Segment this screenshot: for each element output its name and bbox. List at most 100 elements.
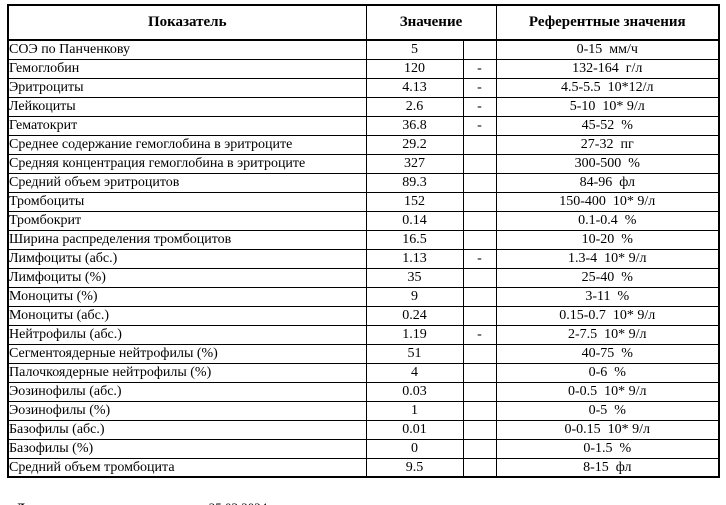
value-cell: 51 (365, 343, 464, 364)
value-cell: 327 (365, 153, 464, 174)
reference-cell: 2-7.5 10* 9/л (495, 324, 720, 345)
indicator-cell: Тромбоциты (7, 191, 367, 212)
value-cell: 0 (365, 438, 464, 459)
table-row: Моноциты (абс.) 0.24 0.15-0.7 10* 9/л (7, 305, 720, 326)
indicator-cell: Средняя концентрация гемоглобина в эритр… (7, 153, 367, 174)
flag-cell (462, 343, 497, 364)
header-row: Показатель Значение Референтные значения (7, 4, 720, 41)
reference-cell: 132-164 г/л (495, 58, 720, 79)
indicator-cell: Эозинофилы (абс.) (7, 381, 367, 402)
reference-cell: 40-75 % (495, 343, 720, 364)
reference-cell: 0-1.5 % (495, 438, 720, 459)
flag-cell (462, 210, 497, 231)
table-row: Базофилы (абс.) 0.01 0-0.15 10* 9/л (7, 419, 720, 440)
reference-cell: 4.5-5.5 10*12/л (495, 77, 720, 98)
reference-cell: 0-5 % (495, 400, 720, 421)
value-cell: 0.14 (365, 210, 464, 231)
flag-cell: - (462, 77, 497, 98)
table-row: Гематокрит 36.8 - 45-52 % (7, 115, 720, 136)
table-row: Эозинофилы (абс.) 0.03 0-0.5 10* 9/л (7, 381, 720, 402)
value-cell: 16.5 (365, 229, 464, 250)
indicator-cell: Гематокрит (7, 115, 367, 136)
table-row: Ширина распределения тромбоцитов 16.5 10… (7, 229, 720, 250)
indicator-cell: Базофилы (%) (7, 438, 367, 459)
flag-cell (462, 172, 497, 193)
flag-cell (462, 229, 497, 250)
flag-cell (462, 438, 497, 459)
flag-cell (462, 381, 497, 402)
indicator-cell: Нейтрофилы (абс.) (7, 324, 367, 345)
value-cell: 152 (365, 191, 464, 212)
flag-cell: - (462, 58, 497, 79)
indicator-cell: Средний объем тромбоцита (7, 457, 367, 478)
table-row: Сегментоядерные нейтрофилы (%) 51 40-75 … (7, 343, 720, 364)
reference-cell: 0.1-0.4 % (495, 210, 720, 231)
indicator-cell: Лейкоциты (7, 96, 367, 117)
table-row: Лимфоциты (абс.) 1.13 - 1.3-4 10* 9/л (7, 248, 720, 269)
indicator-cell: Среднее содержание гемоглобина в эритроц… (7, 134, 367, 155)
indicator-cell: Моноциты (абс.) (7, 305, 367, 326)
table-row: Лимфоциты (%) 35 25-40 % (7, 267, 720, 288)
flag-cell: - (462, 324, 497, 345)
table-row: Тромбокрит 0.14 0.1-0.4 % (7, 210, 720, 231)
indicator-cell: Лимфоциты (%) (7, 267, 367, 288)
value-cell: 1.13 (365, 248, 464, 269)
reference-cell: 27-32 пг (495, 134, 720, 155)
value-cell: 2.6 (365, 96, 464, 117)
flag-cell (462, 39, 497, 60)
indicator-cell: Средний объем эритроцитов (7, 172, 367, 193)
flag-cell (462, 153, 497, 174)
study-date-label: Дата проведения исследования (16, 500, 199, 505)
flag-cell (462, 457, 497, 478)
flag-cell (462, 305, 497, 326)
table-row: Гемоглобин 120 - 132-164 г/л (7, 58, 720, 79)
value-cell: 29.2 (365, 134, 464, 155)
reference-cell: 3-11 % (495, 286, 720, 307)
indicator-column-header: Показатель (7, 4, 367, 41)
table-row: Средний объем тромбоцита 9.5 8-15 фл (7, 457, 720, 478)
indicator-cell: Сегментоядерные нейтрофилы (%) (7, 343, 367, 364)
table-row: Палочкоядерные нейтрофилы (%) 4 0-6 % (7, 362, 720, 383)
flag-cell (462, 362, 497, 383)
reference-cell: 25-40 % (495, 267, 720, 288)
indicator-cell: Ширина распределения тромбоцитов (7, 229, 367, 250)
reference-cell: 10-20 % (495, 229, 720, 250)
indicator-cell: Палочкоядерные нейтрофилы (%) (7, 362, 367, 383)
study-date-line: Дата проведения исследования 25.03.2024 (3, 484, 267, 505)
table-row: Базофилы (%) 0 0-1.5 % (7, 438, 720, 459)
value-cell: 0.03 (365, 381, 464, 402)
reference-column-header: Референтные значения (495, 4, 720, 41)
results-table-body: СОЭ по Панченкову 5 0-15 мм/ч Гемоглобин… (7, 39, 720, 478)
value-cell: 89.3 (365, 172, 464, 193)
indicator-cell: Эритроциты (7, 77, 367, 98)
indicator-cell: Гемоглобин (7, 58, 367, 79)
table-header: Показатель Значение Референтные значения (7, 4, 720, 41)
indicator-cell: Тромбокрит (7, 210, 367, 231)
table-row: СОЭ по Панченкову 5 0-15 мм/ч (7, 39, 720, 60)
indicator-cell: Эозинофилы (%) (7, 400, 367, 421)
value-cell: 0.24 (365, 305, 464, 326)
reference-cell: 0-0.5 10* 9/л (495, 381, 720, 402)
table-row: Тромбоциты 152 150-400 10* 9/л (7, 191, 720, 212)
lab-results-table: Показатель Значение Референтные значения… (7, 4, 720, 478)
reference-cell: 84-96 фл (495, 172, 720, 193)
flag-cell (462, 286, 497, 307)
reference-cell: 5-10 10* 9/л (495, 96, 720, 117)
flag-cell (462, 400, 497, 421)
table-row: Нейтрофилы (абс.) 1.19 - 2-7.5 10* 9/л (7, 324, 720, 345)
flag-cell (462, 267, 497, 288)
reference-cell: 1.3-4 10* 9/л (495, 248, 720, 269)
reference-cell: 0.15-0.7 10* 9/л (495, 305, 720, 326)
flag-cell: - (462, 96, 497, 117)
indicator-cell: Моноциты (%) (7, 286, 367, 307)
indicator-cell: Базофилы (абс.) (7, 419, 367, 440)
table-row: Средний объем эритроцитов 89.3 84-96 фл (7, 172, 720, 193)
reference-cell: 0-0.15 10* 9/л (495, 419, 720, 440)
indicator-cell: СОЭ по Панченкову (7, 39, 367, 60)
value-cell: 5 (365, 39, 464, 60)
reference-cell: 45-52 % (495, 115, 720, 136)
value-cell: 9.5 (365, 457, 464, 478)
table-row: Средняя концентрация гемоглобина в эритр… (7, 153, 720, 174)
value-cell: 0.01 (365, 419, 464, 440)
value-column-header: Значение (365, 4, 497, 41)
